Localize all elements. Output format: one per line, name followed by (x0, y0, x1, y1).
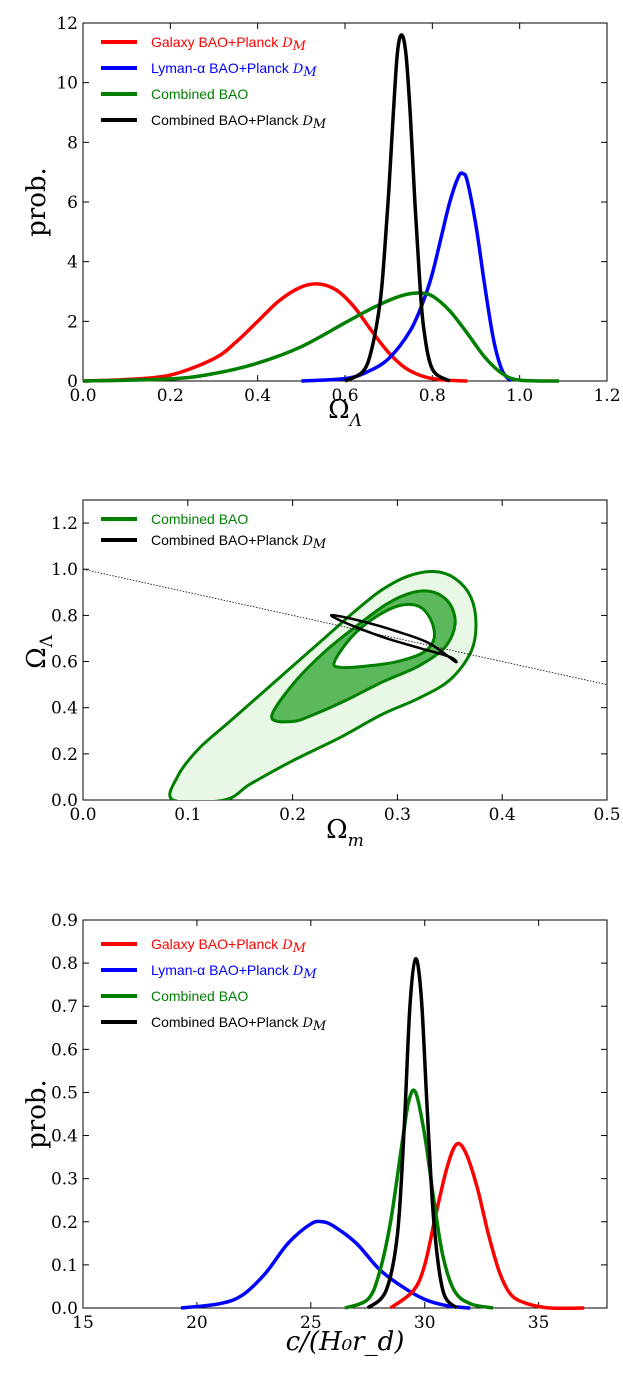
x-tick-label-1-2: 0.4 (244, 386, 271, 406)
legend-label-1-1: Lyman-α BAO+Planck DM (151, 60, 317, 80)
y-tick-label-3-4: 0.4 (51, 1127, 78, 1147)
legend-label-3-2: Combined BAO (151, 988, 248, 1004)
x-tick-label-1-6: 1.2 (593, 386, 620, 406)
x-tick-label-1-0: 0.0 (69, 386, 96, 406)
x-tick-label-3-3: 30 (414, 1313, 436, 1333)
curve-3-0 (389, 1141, 585, 1311)
plot-frame-1 (82, 22, 608, 382)
x-axis-label-3: c/(H₀r_d) (286, 1327, 405, 1357)
curve-1-1 (301, 171, 513, 383)
curve-1-3 (344, 33, 451, 383)
planck-contour (329, 613, 458, 664)
y-tick-label-2-6: 1.2 (51, 514, 78, 534)
y-axis-label-3: prob. (22, 1079, 52, 1149)
x-tick-label-3-0: 15 (72, 1313, 94, 1333)
plot-frame-2 (82, 499, 608, 801)
legend-label-3-1: Lyman-α BAO+Planck DM (151, 962, 317, 982)
y-tick-label-1-6: 12 (56, 14, 78, 34)
x-tick-label-3-2: 25 (300, 1313, 322, 1333)
y-tick-label-1-4: 8 (67, 133, 78, 153)
legend-label-3-0: Galaxy BAO+Planck DM (151, 936, 307, 956)
x-tick-label-2-2: 0.2 (279, 805, 306, 825)
contour-68-fill (271, 590, 456, 722)
x-axis-label-1: ΩΛ (328, 395, 362, 431)
y-axis-label-1: prob. (22, 167, 52, 237)
y-tick-label-2-4: 0.8 (51, 606, 78, 626)
x-tick-label-1-3: 0.6 (331, 386, 358, 406)
legend-label-1-2: Combined BAO (151, 86, 248, 102)
y-tick-label-1-5: 10 (56, 74, 78, 94)
y-tick-label-3-8: 0.8 (51, 954, 78, 974)
y-tick-label-2-0: 0.0 (51, 791, 78, 811)
y-tick-label-2-3: 0.6 (51, 653, 78, 673)
legend-label-2-1: Combined BAO+Planck DM (151, 532, 327, 552)
y-tick-label-2-1: 0.2 (51, 745, 78, 765)
y-tick-label-3-9: 0.9 (51, 911, 78, 931)
curve-3-2 (344, 1088, 494, 1310)
y-tick-label-1-2: 4 (67, 253, 78, 273)
y-tick-label-3-2: 0.2 (51, 1213, 78, 1233)
x-tick-label-3-4: 35 (528, 1313, 550, 1333)
y-tick-label-2-2: 0.4 (51, 699, 78, 719)
curve-3-3 (366, 957, 459, 1310)
x-tick-label-2-0: 0.0 (69, 805, 96, 825)
x-tick-label-2-1: 0.1 (174, 805, 201, 825)
x-axis-label-2: Ωm (326, 815, 364, 851)
curve-1-2 (82, 291, 560, 383)
contour-group (83, 568, 607, 800)
x-tick-label-3-1: 20 (186, 1313, 208, 1333)
y-tick-label-1-3: 6 (67, 193, 78, 213)
contour-68-hole (332, 602, 436, 670)
legend-label-3-3: Combined BAO+Planck DM (151, 1014, 327, 1034)
flat-universe-line (83, 568, 607, 686)
curve-3-1 (180, 1219, 471, 1310)
y-tick-label-2-5: 1.0 (51, 560, 78, 580)
y-tick-label-3-5: 0.5 (51, 1083, 78, 1103)
contour-68-outer (270, 589, 457, 724)
y-axis-label-2: ΩΛ (22, 634, 57, 669)
x-tick-label-1-4: 0.8 (419, 386, 446, 406)
y-tick-label-3-1: 0.1 (51, 1256, 78, 1276)
x-tick-label-1-5: 1.0 (506, 386, 533, 406)
curve-1-0 (82, 282, 468, 383)
legend-label-2-0: Combined BAO (151, 511, 248, 527)
y-tick-label-1-0: 0 (67, 372, 78, 392)
y-tick-label-3-6: 0.6 (51, 1040, 78, 1060)
x-tick-label-2-5: 0.5 (593, 805, 620, 825)
y-tick-label-3-0: 0.0 (51, 1299, 78, 1319)
legend-label-1-0: Galaxy BAO+Planck DM (151, 34, 307, 54)
x-tick-label-2-4: 0.4 (489, 805, 516, 825)
x-tick-label-1-1: 0.2 (157, 386, 184, 406)
x-tick-label-2-3: 0.3 (384, 805, 411, 825)
legend-label-1-3: Combined BAO+Planck DM (151, 112, 327, 132)
y-tick-label-3-3: 0.3 (51, 1170, 78, 1190)
y-tick-label-3-7: 0.7 (51, 997, 78, 1017)
plot-frame-3 (82, 919, 608, 1309)
y-tick-label-1-1: 2 (67, 312, 78, 332)
